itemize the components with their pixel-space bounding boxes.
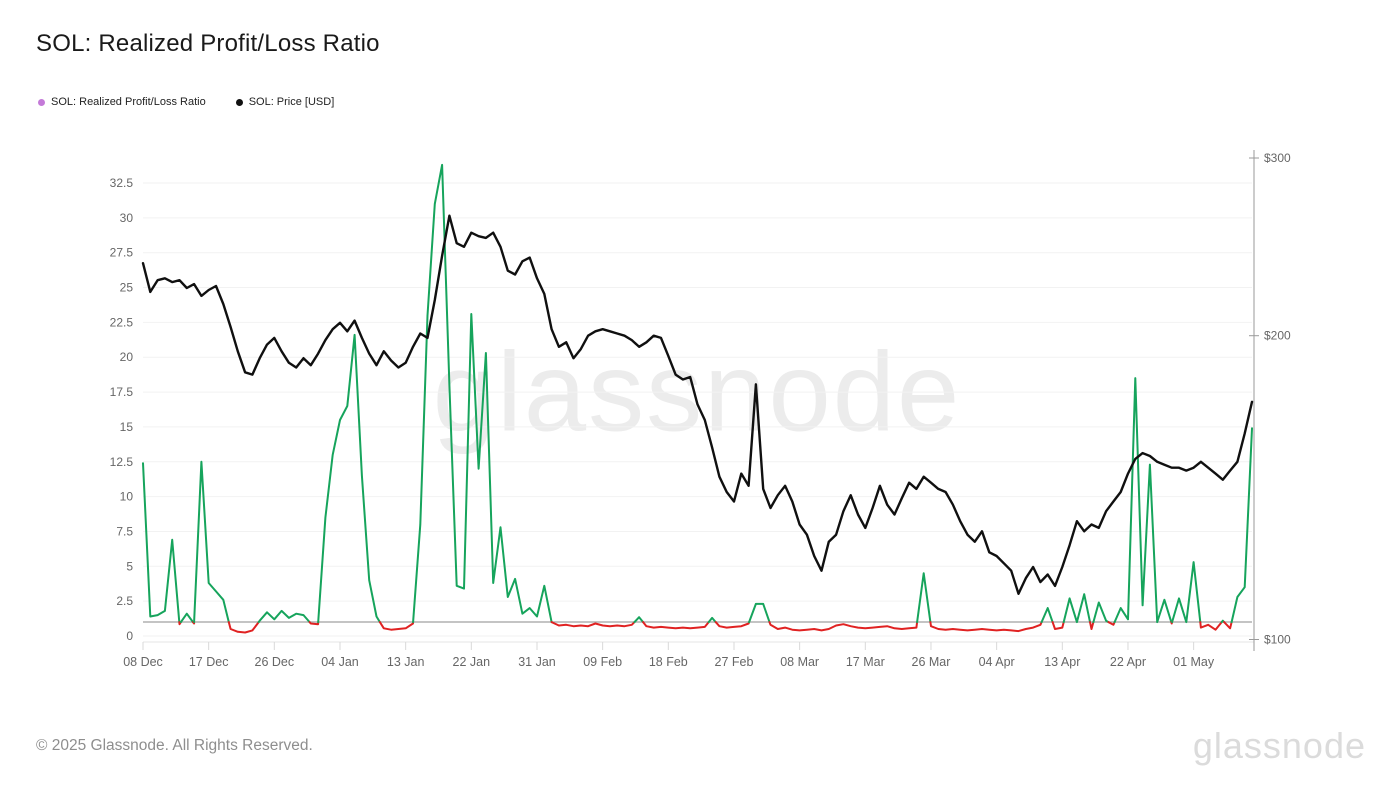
left-axis-tick-label: 12.5 [110, 455, 134, 469]
ratio-line [550, 621, 636, 628]
ratio-line [1051, 621, 1065, 630]
ratio-line [142, 462, 181, 624]
ratio-line [227, 621, 260, 634]
ratio-line [633, 616, 645, 624]
left-axis-tick-label: 27.5 [110, 246, 134, 260]
ratio-line [1062, 593, 1091, 624]
ratio-line [378, 621, 415, 631]
ratio-line [714, 621, 751, 629]
left-axis-tick-label: 30 [120, 211, 134, 225]
x-axis-tick-label: 31 Jan [518, 655, 556, 669]
ratio-line [1171, 561, 1202, 624]
x-axis-tick-label: 08 Mar [780, 655, 819, 669]
legend-item-label: SOL: Realized Profit/Loss Ratio [51, 96, 206, 108]
left-axis-tick-label: 20 [120, 350, 134, 364]
x-axis-tick-label: 01 May [1173, 655, 1215, 669]
left-axis-tick-label: 17.5 [110, 385, 134, 399]
left-axis-tick-label: 5 [126, 559, 133, 573]
x-axis-tick-label: 22 Jan [453, 655, 491, 669]
ratio-legend-dot-icon [38, 98, 45, 106]
ratio-line [748, 602, 771, 624]
ratio-line [317, 333, 381, 624]
ratio-line [768, 621, 919, 632]
right-axis-tick-label: $300 [1264, 151, 1291, 165]
ratio-line [916, 572, 932, 624]
x-axis-tick-label: 13 Apr [1044, 655, 1080, 669]
glassnode-logo-watermark: glassnode [1192, 725, 1366, 766]
price-legend-dot-icon [235, 98, 243, 106]
x-axis-tick-label: 17 Dec [189, 655, 229, 669]
ratio-line [1199, 621, 1223, 631]
left-axis-tick-label: 22.5 [110, 315, 134, 329]
ratio-line [1092, 601, 1110, 624]
ratio-line [1089, 621, 1095, 630]
ratio-line [1113, 377, 1173, 624]
ratio-line [1230, 427, 1253, 624]
right-axis-tick-label: $100 [1264, 633, 1291, 647]
x-axis-tick-label: 22 Apr [1110, 655, 1146, 669]
x-axis-tick-label: 04 Apr [979, 655, 1015, 669]
legend-item-price[interactable]: SOL: Price [USD] [235, 96, 335, 108]
x-axis-tick-label: 27 Feb [715, 655, 754, 669]
ratio-line [642, 621, 710, 630]
ratio-line [257, 609, 311, 624]
x-axis-tick-label: 04 Jan [321, 655, 359, 669]
x-axis-tick-label: 26 Mar [912, 655, 951, 669]
ratio-line [1040, 607, 1054, 624]
page-title: SOL: Realized Profit/Loss Ratio [36, 30, 380, 57]
ratio-line [412, 163, 553, 624]
left-axis-tick-label: 15 [120, 420, 134, 434]
legend-item-ratio[interactable]: SOL: Realized Profit/Loss Ratio [38, 96, 206, 108]
x-axis-tick-label: 17 Mar [846, 655, 885, 669]
ratio-line [707, 616, 717, 624]
left-axis-tick-label: 10 [120, 490, 134, 504]
x-axis-tick-label: 08 Dec [123, 655, 163, 669]
ratio-line [308, 621, 320, 626]
x-axis-tick-label: 18 Feb [649, 655, 688, 669]
ratio-line [1223, 621, 1233, 630]
chart-legend: SOL: Realized Profit/Loss Ratio SOL: Pri… [38, 96, 334, 108]
x-axis-tick-label: 26 Dec [255, 655, 295, 669]
left-axis-tick-label: 2.5 [116, 594, 133, 608]
left-axis-tick-label: 0 [126, 629, 133, 643]
left-axis-tick-label: 7.5 [116, 524, 133, 538]
ratio-line [193, 460, 230, 624]
copyright-footer: © 2025 Glassnode. All Rights Reserved. [36, 737, 313, 754]
right-axis-tick-label: $200 [1264, 329, 1291, 343]
legend-item-label: SOL: Price [USD] [248, 96, 335, 108]
x-axis-tick-label: 13 Jan [387, 655, 425, 669]
left-axis-tick-label: 25 [120, 281, 134, 295]
ratio-line [929, 621, 1043, 633]
x-axis-tick-label: 09 Feb [583, 655, 622, 669]
price-line [141, 214, 1254, 595]
ratio-line [179, 612, 194, 624]
left-axis-tick-label: 32.5 [110, 176, 134, 190]
